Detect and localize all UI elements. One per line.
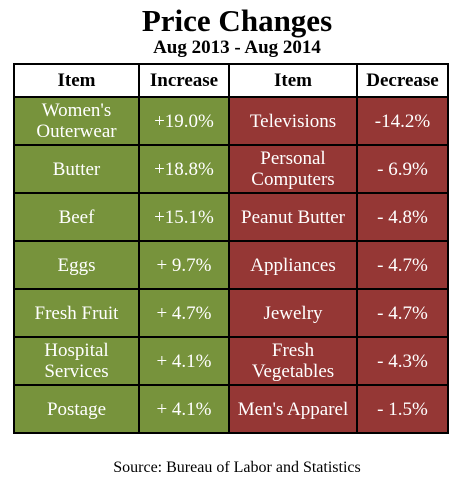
chart-title: Price Changes [141, 3, 333, 38]
header-row: Item Increase Item Decrease [13, 63, 449, 98]
table-body: Women's Outerwear +19.0% Televisions -14.2%… [13, 96, 449, 434]
decrease-value-cell: - 4.8% [356, 192, 449, 242]
increase-value-cell: +15.1% [138, 192, 230, 242]
increase-item-cell: Butter [13, 144, 140, 194]
table-row: Women's Outerwear +19.0% Televisions -14.2% [13, 96, 449, 146]
increase-value-cell: + 4.1% [138, 336, 230, 386]
decrease-value-cell: - 6.9% [356, 144, 449, 194]
increase-item-cell: Postage [13, 384, 140, 434]
increase-value-cell: + 4.7% [138, 288, 230, 338]
increase-value-cell: +19.0% [138, 96, 230, 146]
increase-item-cell: Beef [13, 192, 140, 242]
decrease-value-cell: -14.2% [356, 96, 449, 146]
table-row: Fresh Fruit + 4.7% Jewelry - 4.7% [13, 288, 449, 338]
decrease-value-cell: - 4.7% [356, 240, 449, 290]
decrease-value-cell: - 4.3% [356, 336, 449, 386]
decrease-item-cell: Personal Computers [228, 144, 358, 194]
table-row: Butter +18.8% Personal Computers - 6.9% [13, 144, 449, 194]
decrease-item-cell: Fresh Vegetables [228, 336, 358, 386]
column-header-item-decrease: Item [228, 63, 358, 98]
column-header-item-increase: Item [13, 63, 140, 98]
increase-value-cell: + 9.7% [138, 240, 230, 290]
decrease-item-cell: Jewelry [228, 288, 358, 338]
column-header-decrease: Decrease [356, 63, 449, 98]
increase-value-cell: +18.8% [138, 144, 230, 194]
column-header-increase: Increase [138, 63, 230, 98]
table-row: Beef +15.1% Peanut Butter - 4.8% [13, 192, 449, 242]
table-row: Postage + 4.1% Men's Apparel - 1.5% [13, 384, 449, 434]
table-row: Eggs + 9.7% Appliances - 4.7% [13, 240, 449, 290]
decrease-item-cell: Men's Apparel [228, 384, 358, 434]
increase-item-cell: Eggs [13, 240, 140, 290]
price-changes-table: Item Increase Item Decrease Women's Oute… [13, 63, 449, 434]
increase-item-cell: Fresh Fruit [13, 288, 140, 338]
decrease-item-cell: Televisions [228, 96, 358, 146]
increase-item-cell: Women's Outerwear [13, 96, 140, 146]
decrease-value-cell: - 4.7% [356, 288, 449, 338]
table-row: Hospital Services + 4.1% Fresh Vegetables -… [13, 336, 449, 386]
source-note: Source: Bureau of Labor and Statistics [113, 459, 361, 476]
decrease-item-cell: Appliances [228, 240, 358, 290]
decrease-item-cell: Peanut Butter [228, 192, 358, 242]
chart-subtitle: Aug 2013 - Aug 2014 [153, 37, 321, 58]
decrease-value-cell: - 1.5% [356, 384, 449, 434]
increase-value-cell: + 4.1% [138, 384, 230, 434]
increase-item-cell: Hospital Services [13, 336, 140, 386]
